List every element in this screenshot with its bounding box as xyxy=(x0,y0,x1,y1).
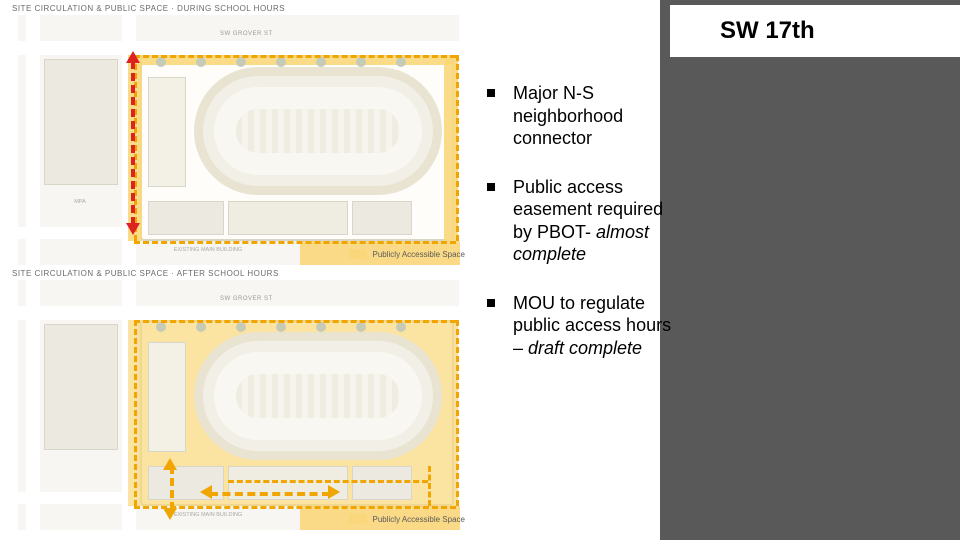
block xyxy=(44,324,118,450)
bullet-marker xyxy=(487,89,495,97)
bullet-marker xyxy=(487,299,495,307)
tree-icon xyxy=(276,322,286,332)
bullet-text: Major N-S neighborhood connector xyxy=(513,82,672,150)
tree-icon xyxy=(316,57,326,67)
dashed-line xyxy=(134,55,456,58)
tree-icon xyxy=(236,322,246,332)
track-oval xyxy=(194,67,442,195)
red-ns-arrow-line xyxy=(131,61,135,225)
orange-arrowhead-right xyxy=(328,485,340,499)
map-header-bottom: SITE CIRCULATION & PUBLIC SPACE · AFTER … xyxy=(0,265,473,280)
track-oval xyxy=(194,332,442,460)
tree-icon xyxy=(356,322,366,332)
legend: Publicly Accessible Space xyxy=(349,514,466,524)
dashed-line xyxy=(134,241,456,244)
dashed-line xyxy=(456,55,459,241)
tree-icon xyxy=(156,322,166,332)
title-band: SW 17th xyxy=(670,5,960,57)
street-label: SW GROVER ST xyxy=(220,31,273,37)
block-label: MPA xyxy=(50,199,110,205)
track-inner xyxy=(214,87,422,175)
dashed-line xyxy=(428,466,431,506)
bullet-item: MOU to regulate public access hours – dr… xyxy=(487,292,672,360)
dashed-line xyxy=(456,320,459,506)
block xyxy=(148,342,186,452)
bullet-list: Major N-S neighborhood connector Public … xyxy=(487,82,672,385)
red-arrowhead-down xyxy=(126,223,140,235)
tree-icon xyxy=(156,57,166,67)
slide: SW 17th Major N-S neighborhood connector… xyxy=(0,0,960,540)
street-label: SW GROVER ST xyxy=(220,296,273,302)
bullet-text: MOU to regulate public access hours – dr… xyxy=(513,292,672,360)
dashed-line xyxy=(134,320,456,323)
tree-icon xyxy=(236,57,246,67)
orange-arrow xyxy=(170,466,174,510)
orange-arrowhead-up xyxy=(163,458,177,470)
bldg-label: EXISTING MAIN BUILDING xyxy=(168,512,248,518)
tree-icon xyxy=(196,322,206,332)
sidebar-dark-panel xyxy=(660,0,960,540)
legend: Publicly Accessible Space xyxy=(349,249,466,259)
road-h xyxy=(0,41,473,55)
dashed-line xyxy=(134,506,456,509)
block xyxy=(148,201,224,235)
tree-icon xyxy=(396,322,406,332)
tree-icon xyxy=(196,57,206,67)
bullet-text: Public access easement required by PBOT-… xyxy=(513,176,672,266)
page-title: SW 17th xyxy=(720,17,815,45)
dashed-line xyxy=(228,480,428,483)
orange-arrow xyxy=(210,492,330,496)
maps-column: SITE CIRCULATION & PUBLIC SPACE · DURING… xyxy=(0,0,473,540)
map-header-top: SITE CIRCULATION & PUBLIC SPACE · DURING… xyxy=(0,0,473,15)
bullet-item: Major N-S neighborhood connector xyxy=(487,82,672,150)
legend-label: Publicly Accessible Space xyxy=(373,250,466,259)
infield xyxy=(236,109,400,153)
bldg-label: EXISTING MAIN BUILDING xyxy=(168,247,248,253)
site-plan-during-school: MPA xyxy=(0,15,473,265)
track-inner xyxy=(214,352,422,440)
legend-swatch xyxy=(349,249,367,259)
block xyxy=(44,59,118,185)
block xyxy=(228,201,348,235)
tree-icon xyxy=(356,57,366,67)
orange-arrowhead-left xyxy=(200,485,212,499)
tree-icon xyxy=(396,57,406,67)
block xyxy=(352,466,412,500)
infield xyxy=(236,374,400,418)
legend-swatch xyxy=(349,514,367,524)
tree-icon xyxy=(276,57,286,67)
site-plan-after-school: SW GROVER ST EXISTING MAIN BUILDING Publ… xyxy=(0,280,473,530)
dashed-line xyxy=(134,320,137,506)
bullet-item: Public access easement required by PBOT-… xyxy=(487,176,672,266)
red-arrowhead-up xyxy=(126,51,140,63)
bullet-marker xyxy=(487,183,495,191)
tree-icon xyxy=(316,322,326,332)
road-h xyxy=(0,306,473,320)
block xyxy=(148,77,186,187)
block xyxy=(352,201,412,235)
legend-label: Publicly Accessible Space xyxy=(373,515,466,524)
